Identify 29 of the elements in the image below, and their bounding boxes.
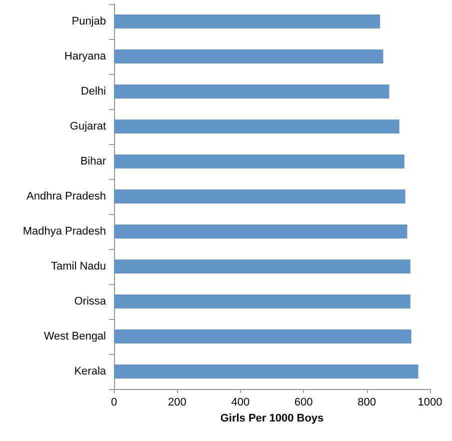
bar bbox=[114, 294, 410, 308]
y-tick-label: West Bengal bbox=[44, 330, 106, 342]
y-tick-label: Tamil Nadu bbox=[50, 260, 106, 272]
y-tick-label: Bihar bbox=[80, 156, 106, 168]
x-tick-label: 400 bbox=[231, 396, 250, 408]
bar bbox=[114, 14, 380, 28]
bar bbox=[114, 154, 404, 168]
bar bbox=[114, 260, 410, 274]
bar bbox=[114, 190, 406, 204]
x-tick-label: 600 bbox=[294, 396, 313, 408]
y-tick-label: Punjab bbox=[72, 16, 106, 28]
bar bbox=[114, 330, 412, 344]
x-axis-title: Girls Per 1000 Boys bbox=[220, 412, 324, 424]
y-tick-label: Madhya Pradesh bbox=[22, 226, 106, 238]
y-tick-label: Delhi bbox=[80, 86, 106, 98]
y-tick-label: Kerala bbox=[74, 366, 107, 378]
bar bbox=[114, 224, 408, 238]
y-tick-label: Orissa bbox=[74, 296, 107, 308]
bar bbox=[114, 120, 400, 134]
y-tick-label: Andhra Pradesh bbox=[26, 190, 106, 202]
y-tick-label: Haryana bbox=[64, 50, 107, 62]
x-tick-label: 800 bbox=[358, 396, 376, 408]
x-tick-label: 1000 bbox=[418, 396, 442, 408]
bar bbox=[114, 84, 390, 98]
bar bbox=[114, 50, 384, 64]
y-tick-label: Gujarat bbox=[70, 120, 106, 132]
bar bbox=[114, 364, 418, 378]
x-tick-label: 0 bbox=[110, 396, 118, 408]
x-tick-label: 200 bbox=[168, 396, 186, 408]
